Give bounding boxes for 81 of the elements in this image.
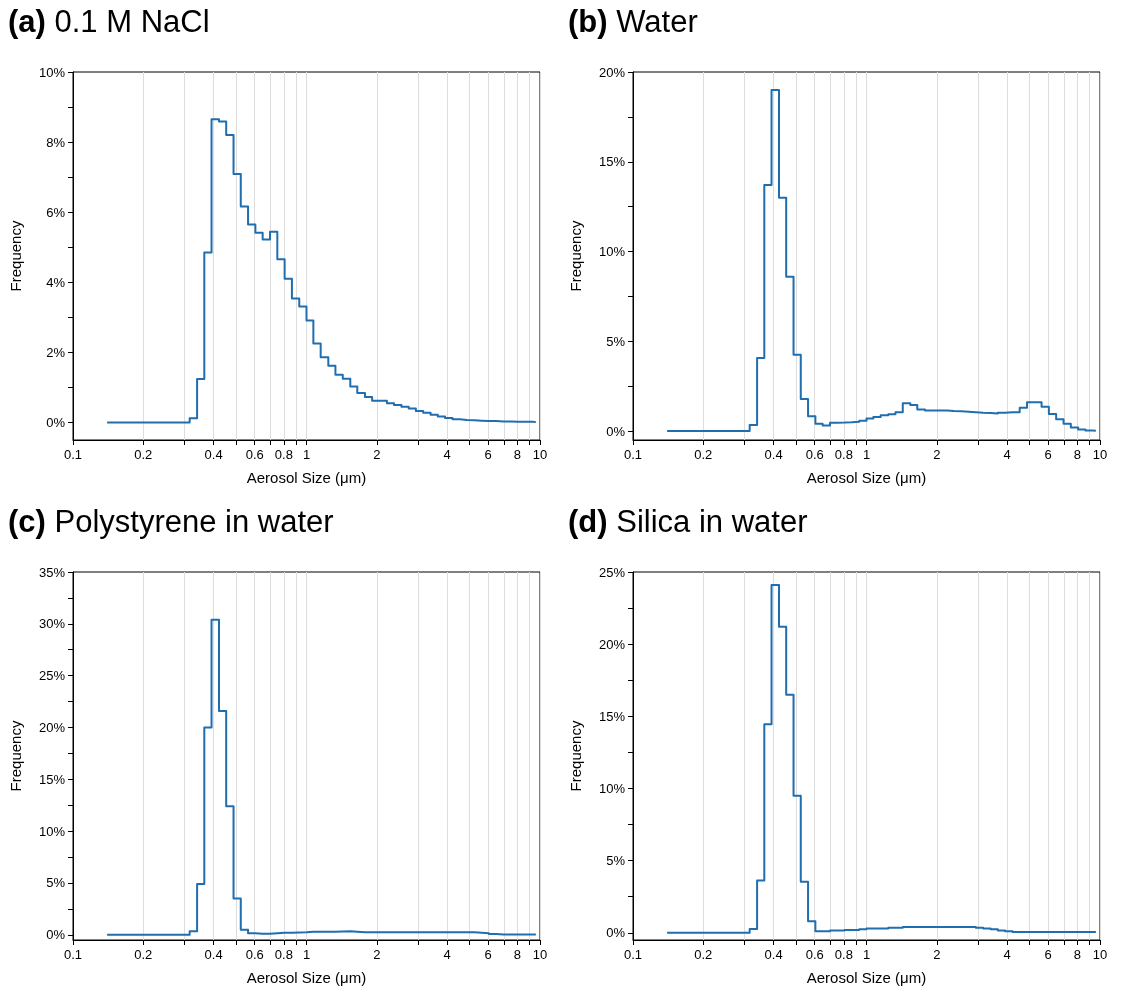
y-tick-label: 5% <box>606 333 626 349</box>
x-tick-label: 0.2 <box>134 447 153 462</box>
x-tick-label: 0.8 <box>274 947 293 962</box>
y-axis-title: Frequency <box>7 220 24 292</box>
x-axis-title: Aerosol Size (μm) <box>806 469 927 486</box>
y-tick-label: 25% <box>38 668 66 684</box>
y-tick-label: 5% <box>606 853 626 869</box>
x-tick-label: 8 <box>513 947 521 962</box>
x-tick-label: 8 <box>1073 947 1081 962</box>
x-tick-label: 10 <box>1092 947 1108 962</box>
x-tick-label: 2 <box>933 947 941 962</box>
x-tick-label: 0.6 <box>805 947 824 962</box>
y-tick-label: 0% <box>606 925 626 941</box>
x-tick-label: 0.4 <box>764 947 783 962</box>
x-tick-label: 0.2 <box>694 447 713 462</box>
y-tick-label: 25% <box>598 564 626 580</box>
y-tick-label: 10% <box>38 64 66 80</box>
x-axis-title: Aerosol Size (μm) <box>806 969 927 986</box>
x-tick-label: 0.1 <box>63 947 83 962</box>
y-tick-label: 10% <box>598 780 626 796</box>
x-tick-label: 2 <box>373 947 381 962</box>
y-tick-label: 0% <box>606 423 626 439</box>
x-tick-label: 0.2 <box>694 947 713 962</box>
x-tick-label: 0.4 <box>204 947 223 962</box>
x-tick-label: 6 <box>484 447 492 462</box>
x-tick-label: 0.6 <box>245 947 264 962</box>
chart-title: (d) Silica in water <box>568 504 808 539</box>
x-tick-label: 1 <box>862 447 871 462</box>
x-tick-label: 1 <box>302 947 311 962</box>
x-tick-label: 0.1 <box>623 947 643 962</box>
y-tick-label: 20% <box>598 636 626 652</box>
y-tick-label: 8% <box>46 134 66 150</box>
x-tick-label: 10 <box>532 947 548 962</box>
y-tick-label: 20% <box>38 719 66 735</box>
x-tick-label: 4 <box>443 447 451 462</box>
x-tick-label: 0.1 <box>63 447 83 462</box>
y-tick-label: 30% <box>38 616 66 632</box>
y-tick-label: 15% <box>598 708 626 724</box>
y-tick-label: 5% <box>46 875 66 891</box>
y-tick-label: 0% <box>46 927 66 943</box>
chart-title: (c) Polystyrene in water <box>8 504 334 539</box>
y-tick-label: 20% <box>598 64 626 80</box>
x-tick-label: 10 <box>1092 447 1108 462</box>
y-tick-label: 15% <box>38 771 66 787</box>
x-tick-label: 6 <box>1044 447 1052 462</box>
x-tick-label: 0.4 <box>204 447 223 462</box>
chart-title: (b) Water <box>568 4 698 39</box>
y-tick-label: 10% <box>598 244 626 260</box>
y-axis-title: Frequency <box>7 720 24 792</box>
chart-title: (a) 0.1 M NaCl <box>8 4 210 39</box>
x-axis-title: Aerosol Size (μm) <box>246 969 367 986</box>
x-tick-label: 4 <box>1003 447 1011 462</box>
y-axis-title: Frequency <box>567 220 584 292</box>
x-tick-label: 0.1 <box>623 447 643 462</box>
y-tick-label: 6% <box>46 204 66 220</box>
x-tick-label: 4 <box>443 947 451 962</box>
y-axis-title: Frequency <box>567 720 584 792</box>
x-tick-label: 0.6 <box>245 447 264 462</box>
x-tick-label: 0.4 <box>764 447 783 462</box>
x-tick-label: 1 <box>862 947 871 962</box>
x-tick-label: 4 <box>1003 947 1011 962</box>
y-tick-label: 10% <box>38 823 66 839</box>
x-tick-label: 0.8 <box>834 447 853 462</box>
y-tick-label: 35% <box>38 564 66 580</box>
x-tick-label: 2 <box>373 447 381 462</box>
x-tick-label: 1 <box>302 447 311 462</box>
x-tick-label: 0.8 <box>274 447 293 462</box>
x-tick-label: 0.8 <box>834 947 853 962</box>
x-tick-label: 8 <box>513 447 521 462</box>
x-tick-label: 0.2 <box>134 947 153 962</box>
x-tick-label: 0.6 <box>805 447 824 462</box>
x-tick-label: 6 <box>1044 947 1052 962</box>
x-tick-label: 10 <box>532 447 548 462</box>
x-tick-label: 2 <box>933 447 941 462</box>
y-tick-label: 4% <box>46 274 66 290</box>
x-axis-title: Aerosol Size (μm) <box>246 469 367 486</box>
x-tick-label: 6 <box>484 947 492 962</box>
y-tick-label: 2% <box>46 344 66 360</box>
y-tick-label: 15% <box>598 154 626 170</box>
y-tick-label: 0% <box>46 414 66 430</box>
x-tick-label: 8 <box>1073 447 1081 462</box>
